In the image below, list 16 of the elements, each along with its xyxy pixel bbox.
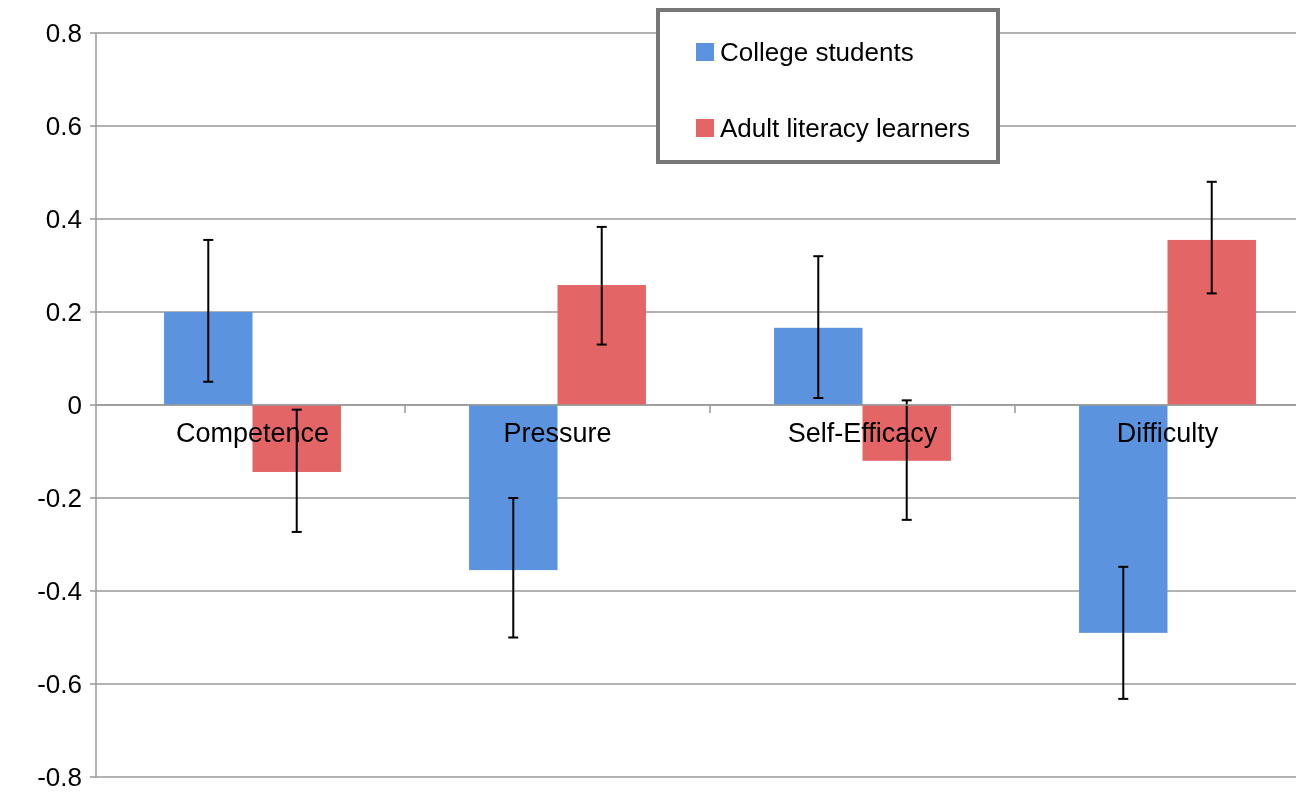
y-tick-label: -0.4 xyxy=(37,576,82,607)
y-tick-label: -0.8 xyxy=(37,762,82,793)
y-tick-label: 0 xyxy=(67,390,82,421)
bar xyxy=(774,327,863,405)
bar xyxy=(1167,239,1256,405)
y-tick-label: 0.4 xyxy=(45,204,82,235)
y-tick-label: 0.2 xyxy=(45,297,82,328)
y-tick-label: -0.6 xyxy=(37,669,82,700)
bar xyxy=(164,312,253,405)
legend-label: College students xyxy=(720,37,914,68)
y-tick-label: -0.2 xyxy=(37,483,82,514)
y-tick-label: 0.6 xyxy=(45,111,82,142)
legend-label: Adult literacy learners xyxy=(720,113,970,144)
bar xyxy=(557,285,646,405)
x-tick-label: Pressure xyxy=(503,418,612,448)
y-tick-label: 0.8 xyxy=(45,18,82,49)
